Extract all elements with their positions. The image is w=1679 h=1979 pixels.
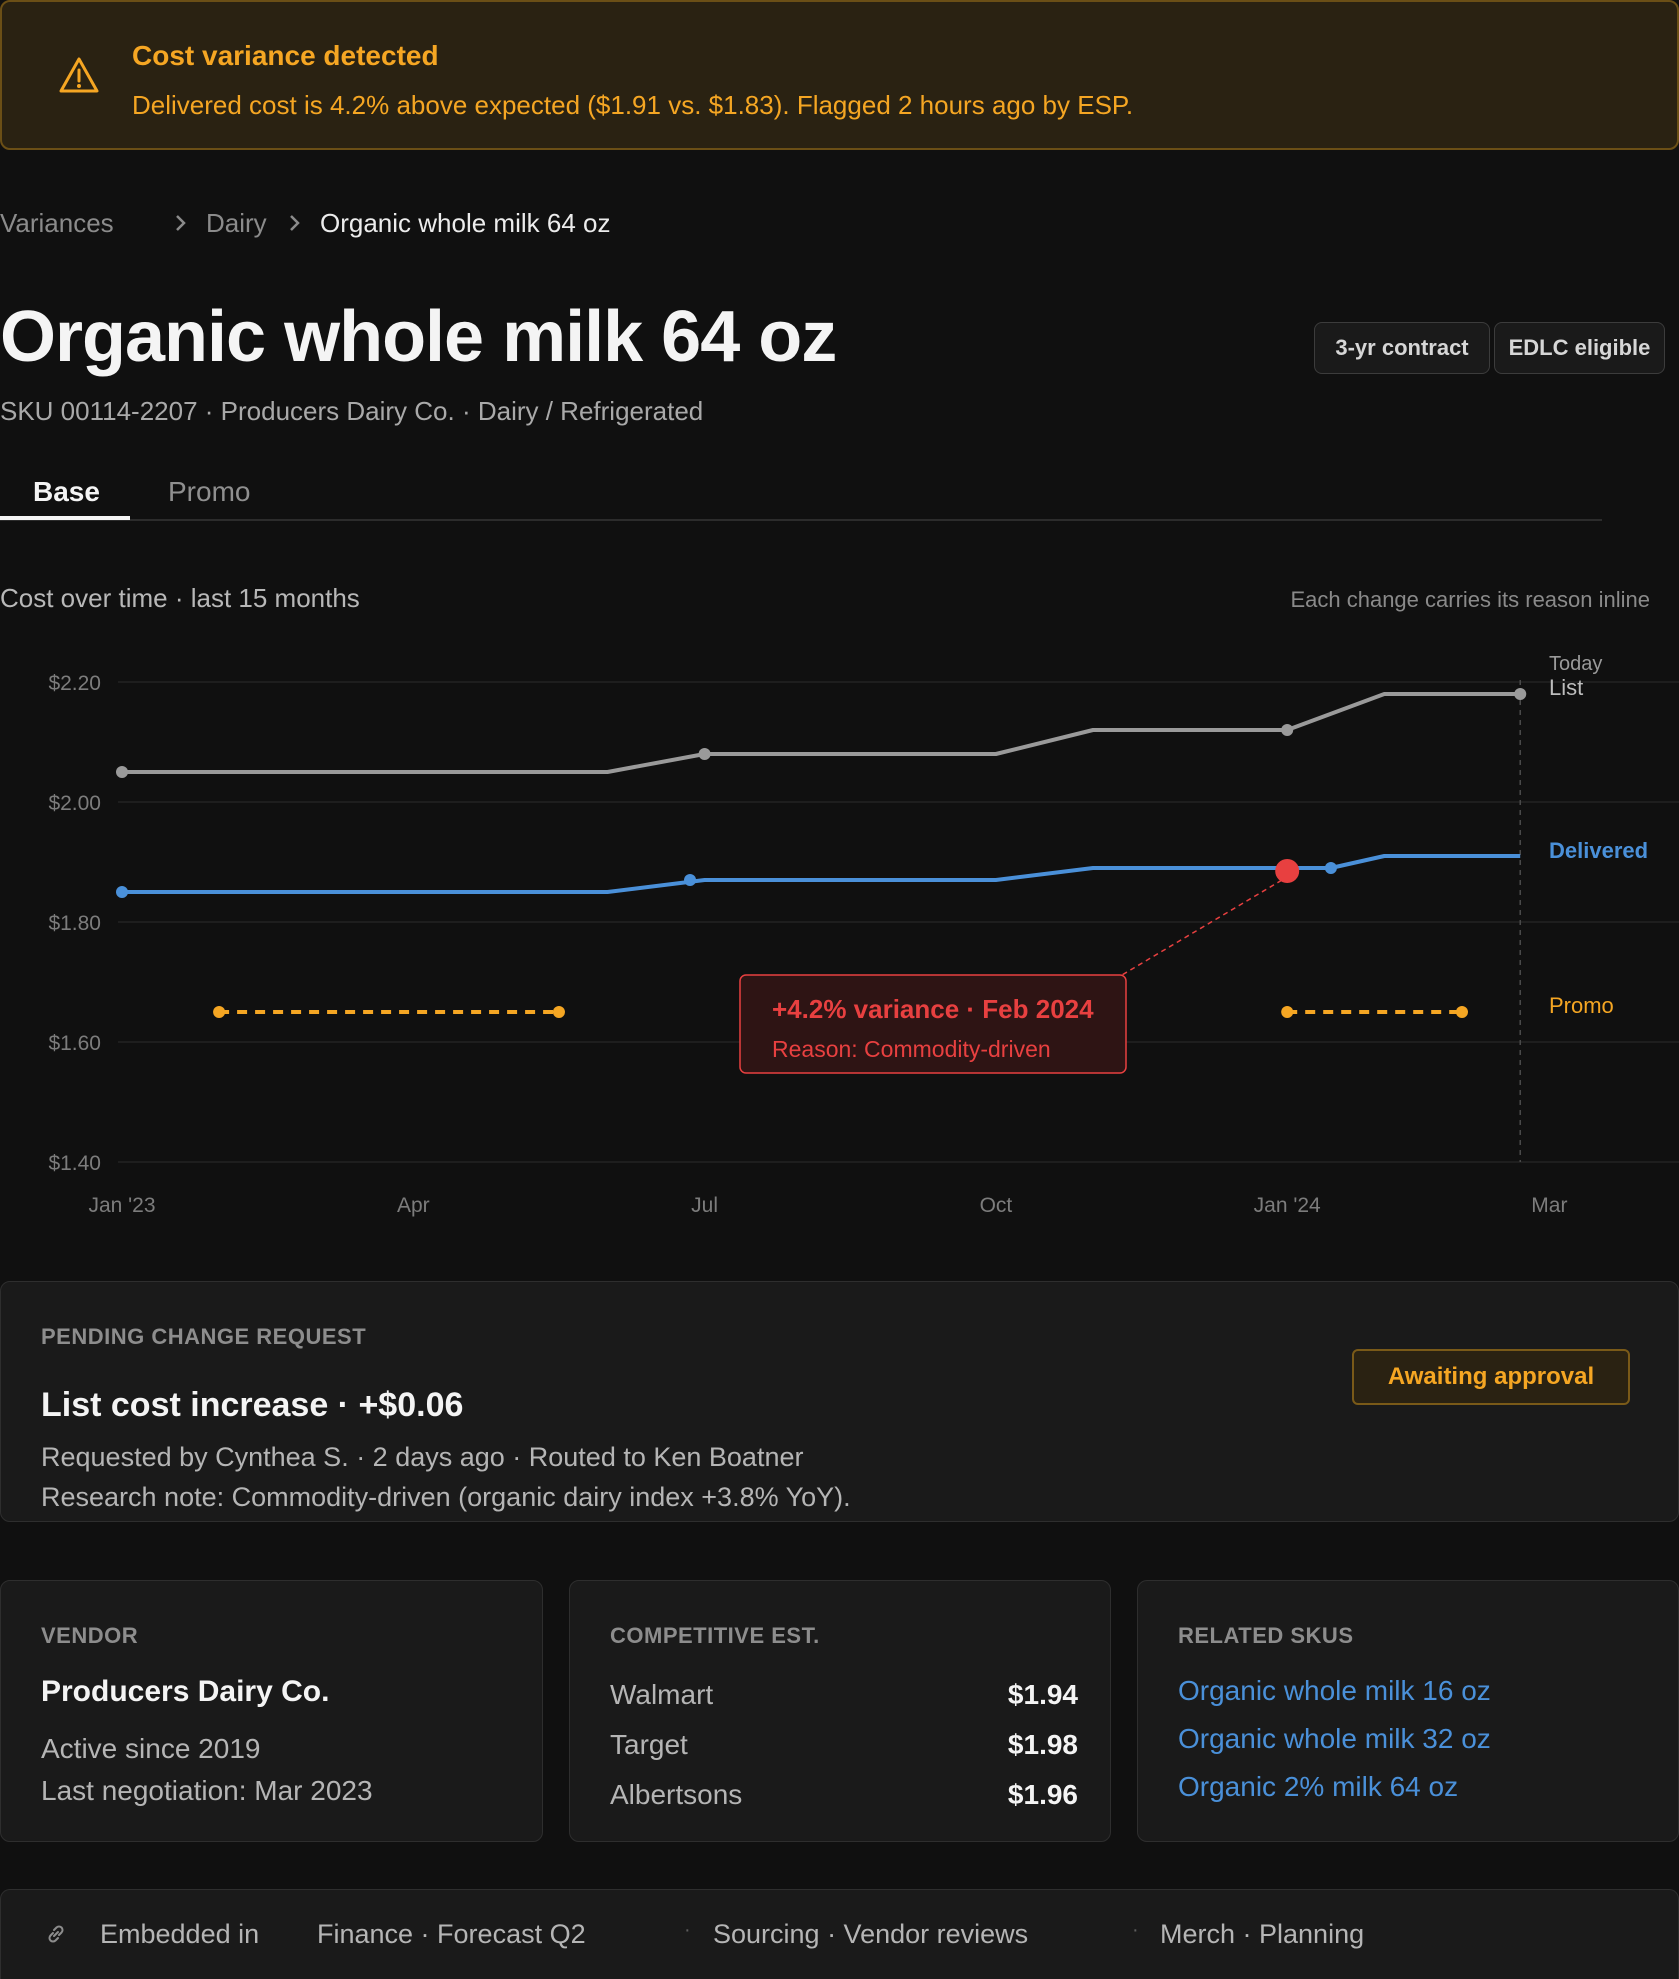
pending-eyebrow: PENDING CHANGE REQUEST — [41, 1324, 367, 1349]
list-point — [698, 748, 711, 760]
chart-note: Each change carries its reason inline — [1290, 587, 1650, 612]
list-line — [122, 692, 1521, 774]
alert-message: Delivered cost is 4.2% above expected ($… — [132, 90, 1134, 120]
x-tick-label: Jul — [691, 1194, 718, 1217]
competitor-price: $1.94 — [1007, 1679, 1078, 1710]
promo-point — [552, 1006, 565, 1018]
delivered-line — [122, 854, 1521, 894]
tab-base[interactable]: Base — [33, 476, 100, 507]
promo-point — [1455, 1006, 1468, 1018]
breadcrumb-variances[interactable]: Variances — [0, 208, 114, 238]
pending-note: Research note: Commodity-driven (organic… — [41, 1482, 851, 1512]
separator-dot: · — [684, 1919, 691, 1941]
embedded-sourcing-link[interactable]: Sourcing · Vendor reviews — [713, 1919, 1029, 1949]
competitor-name: Walmart — [610, 1679, 714, 1710]
contract-badge: 3-yr contract — [1314, 322, 1490, 374]
promo-point — [1281, 1006, 1294, 1018]
series-label-promo: Promo — [1549, 993, 1614, 1018]
y-tick-label: $1.40 — [48, 1152, 101, 1175]
y-tick-label: $2.20 — [48, 672, 101, 695]
today-label: Today — [1549, 653, 1602, 675]
list-point — [1281, 724, 1294, 736]
series-label-delivered: Delivered — [1549, 838, 1648, 863]
annotation-reason: Reason: Commodity-driven — [772, 1036, 1051, 1062]
list-point — [116, 766, 128, 778]
active-tab-indicator — [0, 516, 130, 520]
pending-requested: Requested by Cynthea S. · 2 days ago · R… — [41, 1442, 804, 1472]
related-sku-link[interactable]: Organic 2% milk 64 oz — [1178, 1771, 1459, 1802]
competitor-name: Target — [610, 1729, 688, 1760]
x-tick-label: Jan '23 — [88, 1194, 155, 1217]
tab-bar-divider — [0, 519, 1602, 521]
annotation-label: +4.2% variance · Feb 2024 — [772, 994, 1094, 1024]
variance-point — [1275, 859, 1300, 883]
chart-title: Cost over time · last 15 months — [0, 583, 360, 613]
embedded-merch-link[interactable]: Merch · Planning — [1160, 1919, 1365, 1949]
vendor-last-negotiation: Last negotiation: Mar 2023 — [41, 1775, 373, 1806]
delivered-point — [116, 886, 128, 898]
promo-point — [213, 1006, 226, 1018]
link-icon — [48, 1925, 64, 1943]
x-tick-label: Apr — [397, 1194, 430, 1217]
tab-promo[interactable]: Promo — [168, 476, 251, 507]
delivered-point — [684, 874, 697, 886]
separator-dot: · — [1132, 1919, 1139, 1941]
competitive-card: COMPETITIVE EST. Walmart $1.94 Target $1… — [569, 1580, 1111, 1842]
x-tick-label: Mar — [1531, 1194, 1567, 1217]
variance-alert: Cost variance detected Delivered cost is… — [0, 0, 1679, 150]
competitor-name: Albertsons — [610, 1779, 743, 1810]
page-subtitle: SKU 00114-2207 · Producers Dairy Co. · D… — [0, 396, 704, 426]
y-tick-label: $1.80 — [48, 912, 101, 935]
page-title: Organic whole milk 64 oz — [0, 297, 837, 377]
warning-triangle-icon — [59, 57, 99, 93]
x-tick-label: Oct — [980, 1194, 1013, 1217]
embedded-label: Embedded in — [100, 1919, 260, 1949]
related-eyebrow: RELATED SKUS — [1178, 1623, 1354, 1648]
pending-change-card: PENDING CHANGE REQUEST List cost increas… — [0, 1281, 1679, 1522]
related-sku-link[interactable]: Organic whole milk 32 oz — [1178, 1723, 1491, 1754]
x-tick-label: Jan '24 — [1254, 1194, 1321, 1217]
embedded-finance-link[interactable]: Finance · Forecast Q2 — [317, 1919, 586, 1949]
annotation-leader — [1121, 870, 1298, 976]
chevron-right-icon — [176, 215, 186, 231]
related-skus-card: RELATED SKUS Organic whole milk 16 oz Or… — [1137, 1580, 1679, 1842]
y-tick-label: $1.60 — [48, 1032, 101, 1055]
edlc-badge: EDLC eligible — [1494, 322, 1665, 374]
pending-title: List cost increase · +$0.06 — [41, 1386, 464, 1424]
competitor-price: $1.96 — [1007, 1779, 1078, 1810]
vendor-eyebrow: VENDOR — [41, 1623, 139, 1648]
vendor-card: VENDOR Producers Dairy Co. Active since … — [0, 1580, 543, 1842]
embedded-bar — [0, 1889, 1679, 1979]
breadcrumb-current: Organic whole milk 64 oz — [320, 208, 611, 238]
breadcrumb-dairy[interactable]: Dairy — [206, 208, 267, 238]
y-tick-label: $2.00 — [48, 792, 101, 815]
chevron-right-icon — [290, 215, 300, 231]
vendor-active: Active since 2019 — [41, 1733, 261, 1764]
status-badge[interactable]: Awaiting approval — [1352, 1349, 1630, 1405]
competitor-price: $1.98 — [1007, 1729, 1078, 1760]
related-sku-link[interactable]: Organic whole milk 16 oz — [1178, 1675, 1491, 1706]
annotation-box — [739, 974, 1127, 1074]
alert-title: Cost variance detected — [132, 40, 439, 71]
cost-chart: $2.20 $2.00 $1.80 $1.60 $1.40 Jan '23 Apr Jul Oc… — [48, 653, 1679, 1217]
vendor-name: Producers Dairy Co. — [41, 1675, 330, 1708]
competitive-eyebrow: COMPETITIVE EST. — [610, 1623, 820, 1648]
list-point — [1514, 688, 1527, 700]
series-label-list: List — [1549, 675, 1583, 700]
delivered-point — [1324, 862, 1337, 874]
